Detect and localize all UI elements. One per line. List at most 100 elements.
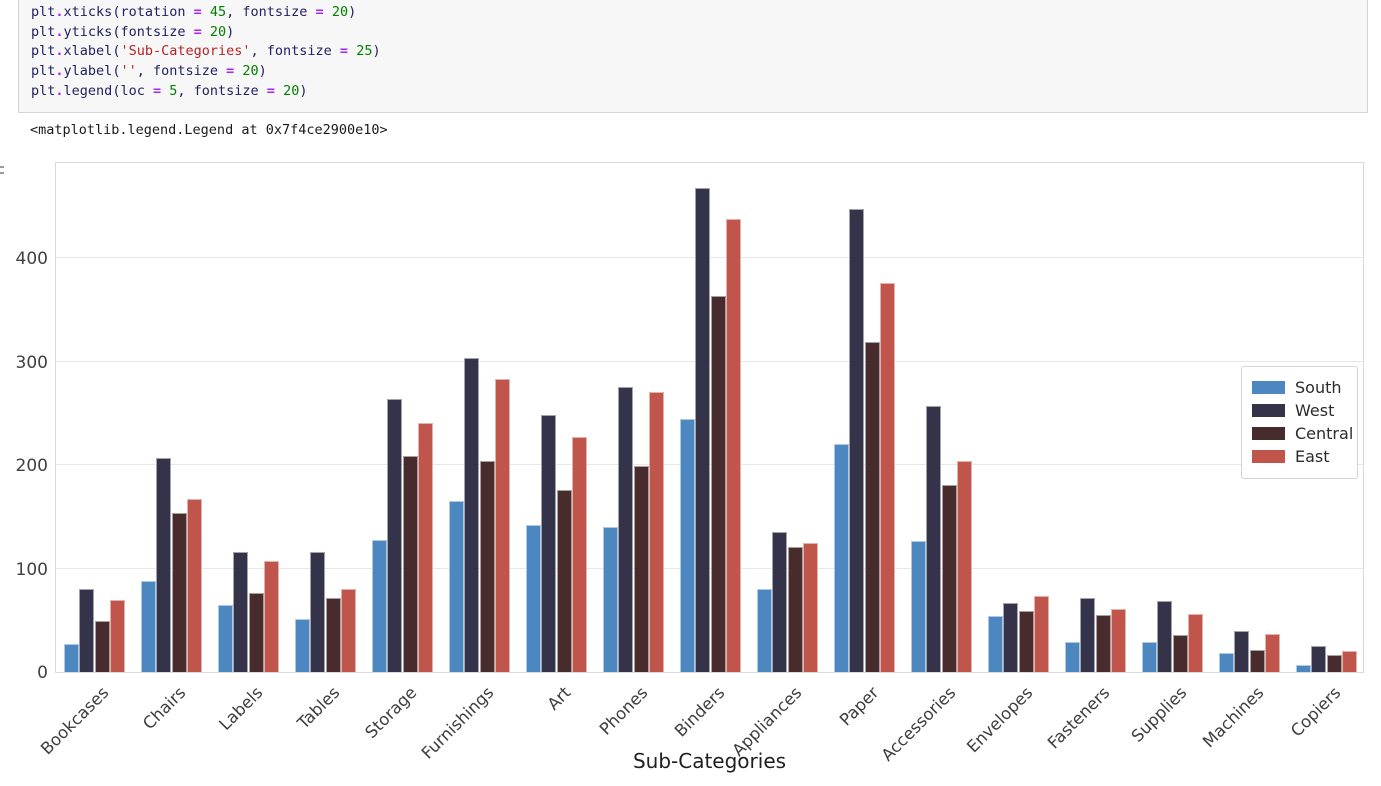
bar-south-binders xyxy=(679,418,696,672)
bar-south-chairs xyxy=(140,581,157,672)
bar-east-machines xyxy=(1264,633,1281,672)
bar-east-tables xyxy=(340,589,357,672)
bar-west-accessories xyxy=(926,406,942,672)
x-tick-label: Storage xyxy=(360,683,420,743)
bar-central-binders xyxy=(710,295,726,672)
y-tick-label: 100 xyxy=(15,559,48,580)
bar-west-machines xyxy=(1234,630,1250,672)
y-tick-label: 0 xyxy=(37,663,48,683)
bar-central-furnishings xyxy=(479,461,495,672)
bar-central-appliances xyxy=(787,546,803,672)
legend-swatch-south xyxy=(1252,381,1285,394)
legend-label: West xyxy=(1295,401,1335,420)
y-tick-label: 300 xyxy=(15,352,48,373)
bar-south-tables xyxy=(294,619,311,672)
bar-central-storage xyxy=(402,455,418,672)
bar-south-art xyxy=(525,525,542,672)
x-tick-label: Envelopes xyxy=(962,683,1036,757)
cell-output-text: <matplotlib.legend.Legend at 0x7f4ce2900… xyxy=(30,122,388,138)
code-line: plt.xlabel('Sub-Categories', fontsize = … xyxy=(31,43,381,60)
bar-east-envelopes xyxy=(1033,595,1050,672)
x-tick-label: Bookcases xyxy=(36,683,112,759)
bar-west-binders xyxy=(695,188,711,672)
bar-east-copiers xyxy=(1341,651,1358,672)
bar-west-bookcases xyxy=(79,589,95,672)
bar-west-envelopes xyxy=(1003,602,1019,672)
x-tick-label: Supplies xyxy=(1127,683,1190,746)
x-tick-label: Phones xyxy=(595,683,651,739)
bar-south-envelopes xyxy=(987,616,1004,672)
bar-west-storage xyxy=(387,399,403,672)
bar-central-machines xyxy=(1249,650,1265,672)
bar-central-envelopes xyxy=(1018,611,1034,672)
bar-south-accessories xyxy=(910,540,927,672)
x-tick-label: Paper xyxy=(835,683,882,730)
output-prompt-artifact xyxy=(0,166,5,178)
bar-south-machines xyxy=(1218,653,1235,672)
bar-west-labels xyxy=(233,552,249,672)
bar-east-accessories xyxy=(956,461,973,672)
bar-east-furnishings xyxy=(494,379,511,672)
x-tick-label: Tables xyxy=(293,683,343,733)
legend-swatch-west xyxy=(1252,404,1285,417)
bar-east-storage xyxy=(417,422,434,672)
code-cell[interactable]: plt.xticks(rotation = 45, fontsize = 20)… xyxy=(18,0,1368,113)
bar-south-fasteners xyxy=(1064,642,1081,672)
plot-area xyxy=(55,162,1364,673)
x-tick-label: Copiers xyxy=(1286,683,1344,741)
legend-item: East xyxy=(1252,447,1348,466)
x-tick-label: Chairs xyxy=(138,683,189,734)
bar-east-supplies xyxy=(1187,614,1204,672)
legend-label: East xyxy=(1295,447,1330,466)
chart-legend: South West Central East xyxy=(1241,366,1358,479)
bar-west-copiers xyxy=(1311,646,1327,672)
bar-west-fasteners xyxy=(1080,597,1096,672)
bar-south-appliances xyxy=(756,589,773,672)
bar-east-paper xyxy=(879,283,896,672)
bar-south-phones xyxy=(602,527,619,672)
code-line: plt.legend(loc = 5, fontsize = 20) xyxy=(31,82,308,99)
x-tick-label: Art xyxy=(543,683,574,714)
bar-south-storage xyxy=(371,539,388,672)
x-tick-label: Binders xyxy=(670,683,728,741)
bar-south-copiers xyxy=(1295,664,1312,672)
code-line: plt.xticks(rotation = 45, fontsize = 20) xyxy=(31,4,357,20)
code-editor[interactable]: plt.xticks(rotation = 45, fontsize = 20)… xyxy=(31,3,1359,108)
bar-east-chairs xyxy=(186,499,203,672)
bar-central-labels xyxy=(248,593,264,672)
code-line: plt.yticks(fontsize = 20) xyxy=(31,23,235,40)
bar-south-labels xyxy=(217,604,234,672)
bar-east-binders xyxy=(725,219,742,672)
bar-south-supplies xyxy=(1141,642,1158,672)
bar-central-accessories xyxy=(941,484,957,672)
y-tick-label: 400 xyxy=(15,249,48,270)
bar-south-bookcases xyxy=(63,644,80,672)
x-axis-label: Sub-Categories xyxy=(632,749,787,773)
bar-east-art xyxy=(571,437,588,672)
x-tick-label: Machines xyxy=(1198,683,1267,752)
bar-east-labels xyxy=(263,561,280,672)
bar-central-fasteners xyxy=(1095,615,1111,672)
legend-label: South xyxy=(1295,378,1342,397)
legend-label: Central xyxy=(1295,424,1354,443)
x-tick-label: Fasteners xyxy=(1043,683,1113,753)
bar-central-bookcases xyxy=(94,621,110,672)
bar-west-tables xyxy=(310,552,326,672)
bar-west-furnishings xyxy=(464,357,480,672)
legend-swatch-east xyxy=(1252,450,1285,463)
legend-item: West xyxy=(1252,401,1348,420)
bar-central-copiers xyxy=(1326,655,1342,672)
x-tick-label: Labels xyxy=(214,683,266,734)
bar-central-supplies xyxy=(1172,634,1188,672)
legend-swatch-central xyxy=(1252,427,1285,440)
code-line: plt.ylabel('', fontsize = 20) xyxy=(31,63,267,80)
bar-central-phones xyxy=(633,466,649,672)
bar-central-chairs xyxy=(171,512,187,672)
bar-south-paper xyxy=(833,443,850,672)
y-tick-label: 200 xyxy=(15,456,48,477)
bar-west-chairs xyxy=(156,458,172,672)
bar-west-appliances xyxy=(772,532,788,672)
bar-west-paper xyxy=(849,208,865,672)
bar-central-art xyxy=(556,490,572,672)
legend-item: South xyxy=(1252,378,1348,397)
